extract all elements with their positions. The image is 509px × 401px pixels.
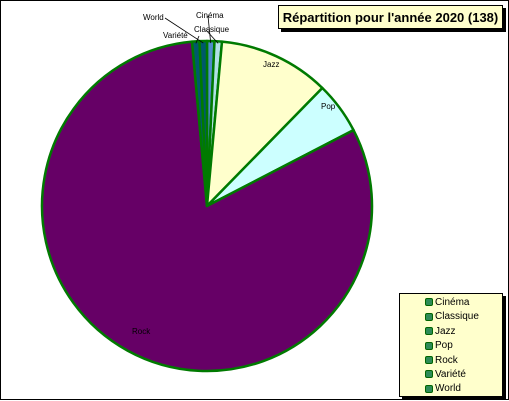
slice-label-6: Variété <box>163 31 188 40</box>
legend-item: Cinéma <box>425 296 502 310</box>
legend-swatch-icon <box>425 384 433 393</box>
slice-label-4: Pop <box>321 102 336 111</box>
legend-label: Rock <box>435 354 458 366</box>
legend-item: Variété <box>425 368 502 382</box>
leader-line-2 <box>205 29 219 44</box>
legend-label: World <box>435 383 461 395</box>
legend-item: Jazz <box>425 325 502 339</box>
legend-swatch-icon <box>425 298 433 307</box>
leader-line-1 <box>207 15 212 44</box>
legend-swatch-icon <box>425 327 433 336</box>
legend-label: Classique <box>435 311 479 323</box>
pie-slice-3 <box>205 40 324 208</box>
legend-item: Pop <box>425 339 502 353</box>
legend-label: Variété <box>435 368 466 380</box>
chart-title: Répartition pour l'année 2020 (138) <box>278 5 503 29</box>
slice-label-3: Jazz <box>263 60 279 69</box>
legend-label: Pop <box>435 340 453 352</box>
legend-item: World <box>425 382 502 396</box>
legend-item: Classique <box>425 310 502 324</box>
legend-swatch-icon <box>425 370 433 379</box>
legend-item: Rock <box>425 354 502 368</box>
legend-label: Jazz <box>435 325 456 337</box>
label-leader-lines <box>164 15 219 44</box>
pie-slice-7 <box>198 39 209 208</box>
legend-swatch-icon <box>425 355 433 364</box>
legend-label: Cinéma <box>435 297 470 308</box>
slice-label-5: Rock <box>132 327 151 336</box>
slice-label-7: World <box>143 13 164 22</box>
legend-swatch-icon <box>425 341 433 350</box>
legend-swatch-icon <box>425 312 433 321</box>
slice-label-2: Classique <box>194 25 230 34</box>
slice-label-1: Cinéma <box>196 11 224 20</box>
pie-slices <box>40 39 374 373</box>
slice-labels: Cinéma Classique Jazz Pop Rock Variété World <box>132 11 336 336</box>
legend: Cinéma Classique Jazz Pop Rock Variété World <box>399 293 503 397</box>
leader-line-7 <box>164 17 204 44</box>
